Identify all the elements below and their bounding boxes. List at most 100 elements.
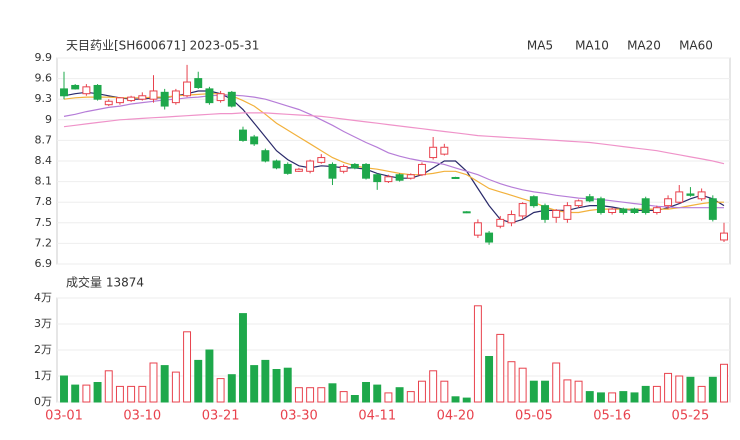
candle-body [619, 208, 628, 213]
volume-bar [362, 382, 371, 403]
candle-body [205, 88, 214, 104]
candle-body [227, 91, 236, 107]
candle-body [429, 146, 438, 159]
candle-body [395, 174, 404, 181]
volume-bar [194, 359, 203, 403]
volume-bar [462, 397, 471, 403]
candle-body [652, 207, 661, 213]
candle-body [294, 168, 303, 172]
volume-bar [149, 362, 158, 403]
candle-body [541, 205, 549, 220]
candle-body [373, 174, 382, 183]
candle-body [563, 205, 572, 220]
candle-body [283, 163, 292, 174]
volume-bar [82, 384, 91, 403]
volume-bar [339, 391, 348, 403]
y-tick-label: 1万 [34, 369, 52, 382]
y-tick-label: 7.5 [35, 216, 53, 229]
candle-body [641, 198, 650, 213]
candle-body [149, 90, 158, 100]
volume-bar [283, 367, 292, 403]
volume-bar [473, 305, 482, 403]
y-tick-label: 9.6 [35, 72, 53, 85]
ma-line [63, 94, 724, 209]
candle-body [529, 196, 538, 207]
candle-body [686, 193, 695, 196]
volume-bar [596, 392, 605, 403]
volume-bar [171, 371, 180, 403]
volume-bar [205, 349, 214, 403]
y-tick-label: 2万 [34, 343, 52, 356]
candle-body [417, 163, 426, 176]
x-tick-label: 03-10 [123, 409, 161, 424]
legend-label: MA60 [679, 39, 713, 53]
candle-body [485, 232, 494, 243]
volume-bar [429, 370, 438, 403]
x-tick-label: 04-11 [358, 409, 396, 424]
volume-bar [641, 385, 650, 403]
y-tick-label: 6.9 [35, 257, 53, 270]
volume-bar [328, 383, 337, 403]
volume-bar [485, 356, 494, 403]
candle-body [272, 160, 281, 169]
legend-label: MA5 [527, 39, 553, 53]
legend-label: MA10 [575, 39, 609, 53]
candle-body [261, 150, 270, 162]
volume-bar [686, 376, 695, 403]
x-tick-label: 04-20 [437, 409, 475, 424]
y-tick-label: 7.8 [35, 195, 53, 208]
candle-body [518, 203, 527, 217]
ma-line [63, 93, 724, 214]
candle-body [71, 84, 80, 90]
x-tick-label: 03-30 [280, 409, 318, 424]
candle-body [183, 81, 192, 97]
candle-body [306, 160, 315, 172]
ma-line [63, 90, 725, 224]
y-tick-label: 9.3 [35, 92, 53, 105]
volume-bar [317, 387, 326, 403]
candle-body [507, 214, 516, 224]
volume-bar [104, 370, 113, 403]
volume-bar [507, 361, 516, 403]
volume-bar [127, 385, 136, 403]
y-tick-label: 3万 [34, 317, 52, 330]
candle-body [328, 163, 337, 179]
candle-body [664, 198, 673, 207]
volume-bar [115, 385, 124, 403]
candle-body [462, 211, 471, 214]
volume-bar [652, 385, 661, 403]
volume-bar [294, 387, 303, 403]
x-tick-label: 05-25 [672, 409, 710, 424]
candle-body [675, 191, 684, 203]
candle-body [216, 93, 225, 102]
x-tick-label: 03-01 [45, 409, 83, 424]
candle-body [720, 232, 728, 241]
volume-bar [406, 391, 415, 403]
volume-bar [675, 375, 684, 403]
volume-bar [384, 392, 393, 403]
candle-body [596, 198, 605, 213]
x-tick-label: 03-21 [202, 409, 240, 424]
y-tick-label: 8.7 [35, 133, 53, 146]
volume-bar [518, 367, 527, 403]
volume-bar [708, 376, 717, 403]
y-tick-label: 0万 [34, 395, 52, 408]
volume-bar [395, 387, 404, 403]
volume-bar [239, 313, 247, 403]
candle-body [104, 100, 113, 106]
volume-bar [585, 391, 594, 403]
candle-body [552, 209, 561, 218]
volume-bar [250, 365, 259, 403]
volume-bar [227, 374, 236, 403]
candle-body [171, 90, 180, 104]
volume-bar [552, 362, 561, 403]
candle-body [630, 208, 639, 213]
volume-bar [697, 385, 706, 403]
x-tick-label: 05-16 [593, 409, 631, 424]
candle-body [115, 97, 124, 104]
volume-bar [440, 380, 449, 403]
candle-body [82, 86, 91, 95]
volume-bar [720, 363, 728, 403]
volume-bar [417, 380, 426, 403]
